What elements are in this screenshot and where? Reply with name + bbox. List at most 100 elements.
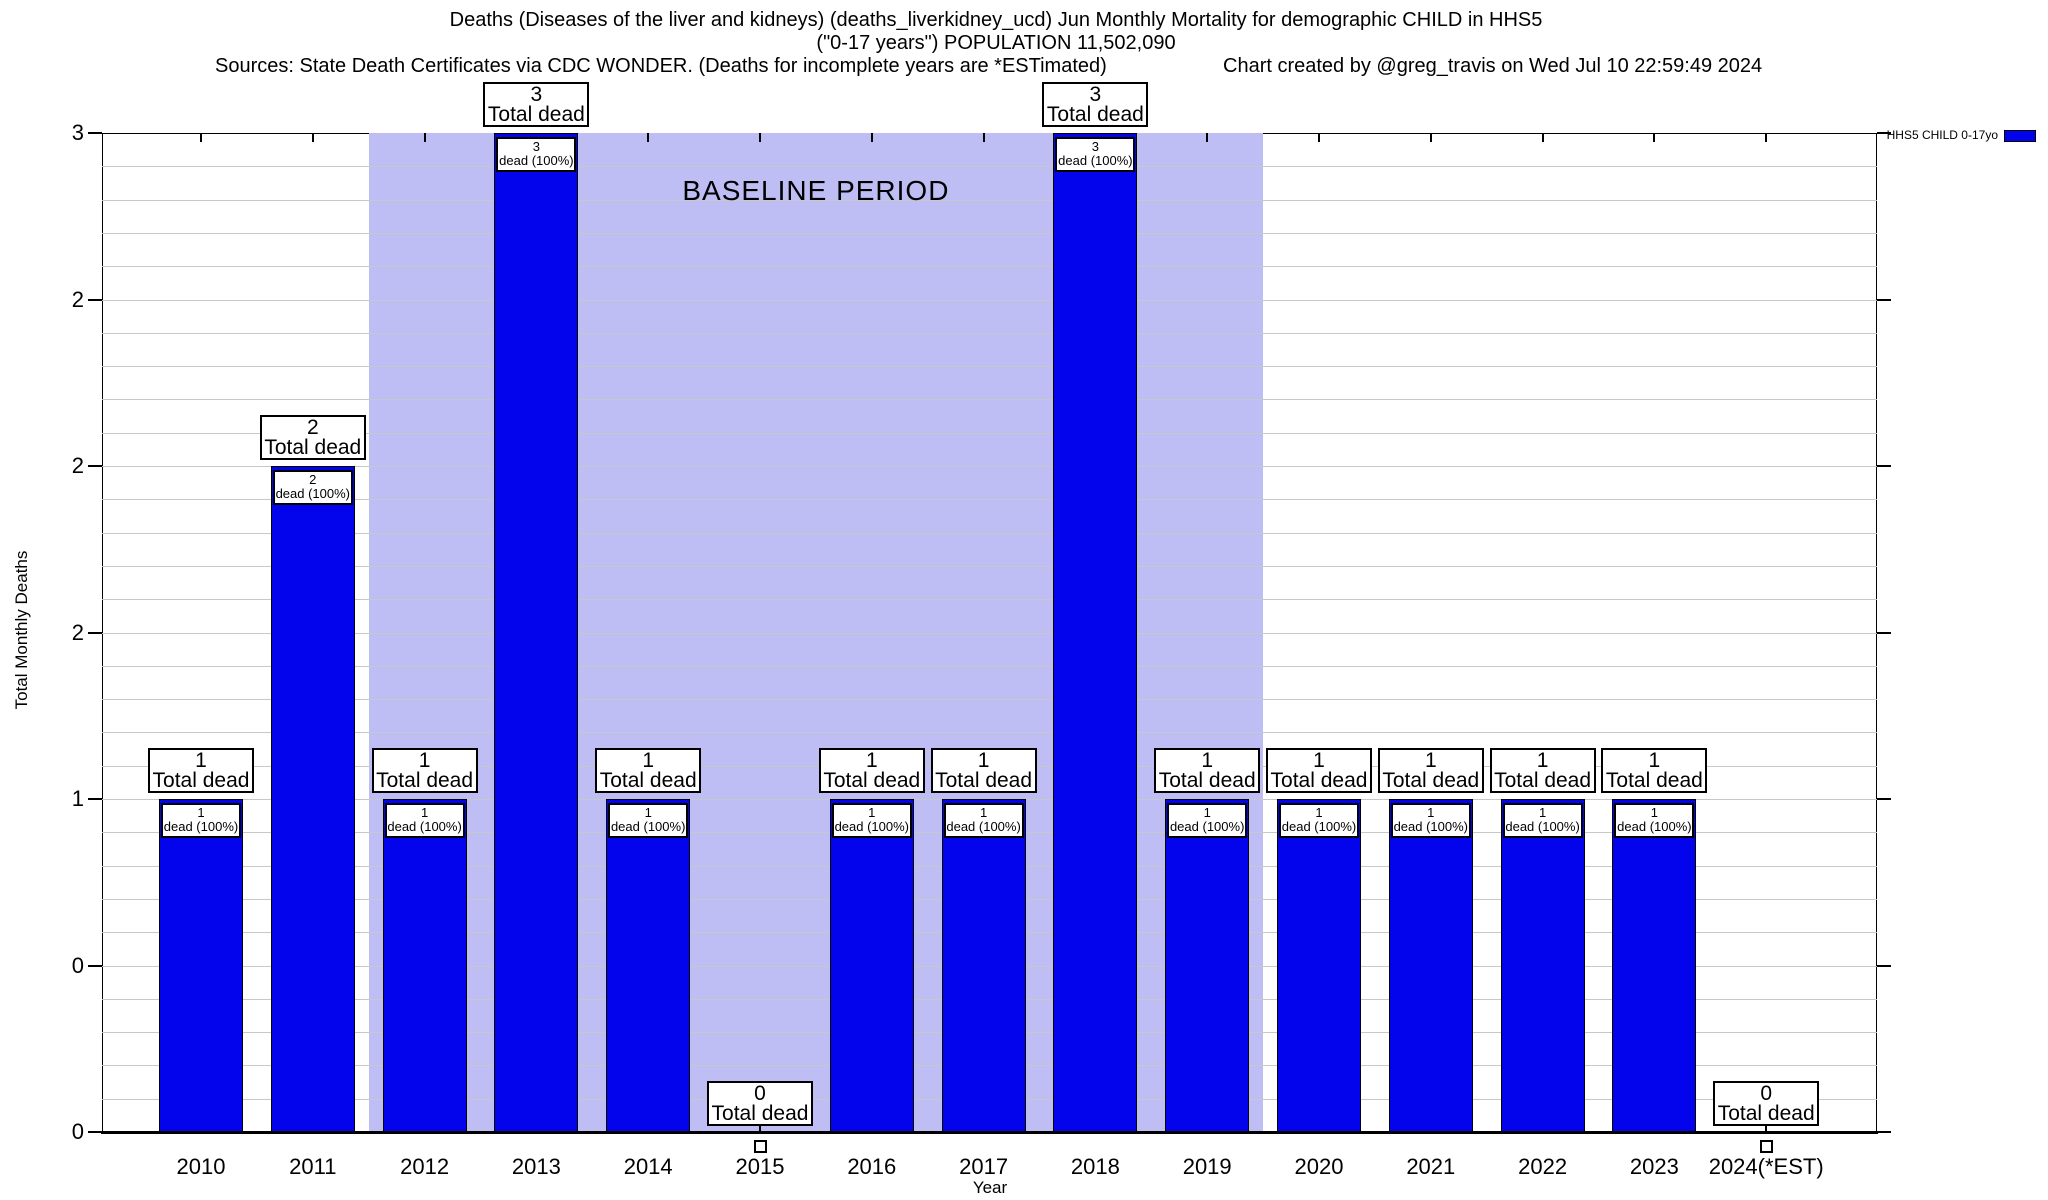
x-tick-top xyxy=(423,133,426,142)
gridline xyxy=(102,699,1877,701)
gridline xyxy=(102,665,1877,667)
y-tick-right xyxy=(1877,465,1891,467)
bar-2014: 1 dead (100%) xyxy=(606,799,691,1132)
x-tick-label-2024(*EST): 2024(*EST) xyxy=(1708,1154,1824,1179)
bar-inner-label-2020: 1 dead (100%) xyxy=(1279,803,1359,838)
x-tick-label-2016: 2016 xyxy=(847,1154,897,1179)
bar-2013: 3 dead (100%) xyxy=(494,133,579,1132)
bar-total-label-2019: 1 Total dead xyxy=(1154,748,1261,793)
gridline xyxy=(102,599,1877,601)
y-tick-left xyxy=(88,631,102,634)
gridline xyxy=(102,232,1877,234)
chart-title-line1: Deaths (Diseases of the liver and kidney… xyxy=(449,9,1543,31)
bar-2016: 1 dead (100%) xyxy=(829,799,914,1132)
gridline xyxy=(102,532,1877,534)
bar-inner-label-2016: 1 dead (100%) xyxy=(831,803,912,838)
gridline xyxy=(102,266,1877,268)
y-tick-left xyxy=(88,798,102,800)
y-tick-label: 2 xyxy=(71,619,84,645)
x-tick-label-2018: 2018 xyxy=(1070,1154,1120,1179)
bar-total-label-2011: 2 Total dead xyxy=(259,415,366,460)
x-tick-top xyxy=(1765,133,1768,142)
y-tick-right xyxy=(1877,964,1891,967)
x-tick-top xyxy=(759,133,761,142)
baseline-period-label: BASELINE PERIOD xyxy=(682,175,950,206)
bar-inner-label-2019: 1 dead (100%) xyxy=(1167,803,1248,838)
bar-inner-label-2010: 1 dead (100%) xyxy=(161,803,241,838)
y-tick-label: 0 xyxy=(71,1119,84,1144)
y-tick-label: 1 xyxy=(71,786,84,811)
x-tick-top xyxy=(1318,133,1320,142)
bar-inner-label-2021: 1 dead (100%) xyxy=(1390,803,1471,838)
bar-total-label-2017: 1 Total dead xyxy=(930,748,1037,793)
bar-inner-label-2017: 1 dead (100%) xyxy=(943,803,1024,838)
x-tick-label-2023: 2023 xyxy=(1629,1154,1679,1179)
x-tick-label-2015: 2015 xyxy=(735,1154,785,1179)
x-axis-title: Year xyxy=(972,1178,1008,1197)
bar-2019: 1 dead (100%) xyxy=(1165,799,1250,1132)
gridline xyxy=(102,366,1877,368)
bar-total-label-2023: 1 Total dead xyxy=(1601,748,1708,793)
legend-color-swatch xyxy=(2004,130,2036,142)
x-tick-label-2011: 2011 xyxy=(289,1154,337,1179)
bar-2012: 1 dead (100%) xyxy=(382,799,467,1132)
x-tick-top xyxy=(311,133,314,142)
bar-inner-label-2014: 1 dead (100%) xyxy=(608,803,689,838)
chart-credit-note: Chart created by @greg_travis on Wed Jul… xyxy=(1223,55,1763,77)
x-tick-top xyxy=(1653,133,1656,142)
bar-total-label-2021: 1 Total dead xyxy=(1377,748,1484,793)
y-tick-label: 0 xyxy=(71,952,84,978)
x-tick-label-2021: 2021 xyxy=(1406,1154,1456,1179)
gridline xyxy=(102,166,1877,168)
gridline xyxy=(102,466,1877,467)
bar-inner-label-2022: 1 dead (100%) xyxy=(1502,803,1583,838)
bar-2010: 1 dead (100%) xyxy=(159,799,243,1132)
bar-total-label-2015: 0 Total dead xyxy=(707,1081,813,1126)
x-tick-label-2020: 2020 xyxy=(1294,1154,1344,1179)
x-tick-label-2014: 2014 xyxy=(623,1154,673,1179)
y-tick-left xyxy=(88,132,102,134)
x-tick-label-2012: 2012 xyxy=(400,1154,450,1179)
x-tick-top xyxy=(200,133,202,142)
x-tick-label-2017: 2017 xyxy=(959,1154,1009,1179)
bar-inner-label-2013: 3 dead (100%) xyxy=(496,137,577,172)
zero-marker-2015 xyxy=(753,1140,767,1153)
zero-stem-2015 xyxy=(759,1126,761,1132)
y-tick-left xyxy=(88,964,102,967)
bar-inner-label-2012: 1 dead (100%) xyxy=(384,803,465,838)
x-tick-top xyxy=(1206,133,1209,142)
y-tick-right xyxy=(1877,798,1891,800)
x-tick-top xyxy=(1541,133,1544,142)
gridline xyxy=(102,632,1877,634)
bar-2018: 3 dead (100%) xyxy=(1053,133,1138,1132)
bar-total-label-2022: 1 Total dead xyxy=(1489,748,1596,793)
gridline xyxy=(102,499,1877,501)
y-tick-right xyxy=(1877,631,1891,634)
x-tick-label-2019: 2019 xyxy=(1182,1154,1232,1179)
gridline xyxy=(102,332,1877,334)
x-tick-label-2022: 2022 xyxy=(1518,1154,1568,1179)
y-tick-label: 3 xyxy=(71,120,84,145)
gridline xyxy=(102,565,1877,567)
x-tick-top xyxy=(870,133,873,142)
bar-inner-label-2023: 1 dead (100%) xyxy=(1614,803,1695,838)
x-axis-line xyxy=(101,1131,1878,1134)
bar-total-label-2018: 3 Total dead xyxy=(1042,82,1149,127)
bar-2023: 1 dead (100%) xyxy=(1612,799,1697,1132)
zero-marker-2024(*EST) xyxy=(1759,1140,1773,1153)
bar-total-label-2010: 1 Total dead xyxy=(148,748,254,793)
y-tick-right xyxy=(1877,132,1891,134)
bar-total-label-2012: 1 Total dead xyxy=(371,748,478,793)
bar-2020: 1 dead (100%) xyxy=(1277,799,1361,1132)
bar-total-label-2016: 1 Total dead xyxy=(818,748,925,793)
bar-2011: 2 dead (100%) xyxy=(270,466,355,1132)
gridline xyxy=(102,299,1877,301)
bar-inner-label-2018: 3 dead (100%) xyxy=(1055,137,1136,172)
y-tick-right xyxy=(1877,1131,1891,1133)
bar-2021: 1 dead (100%) xyxy=(1388,799,1473,1132)
x-tick-top xyxy=(1429,133,1432,142)
bar-total-label-2013: 3 Total dead xyxy=(483,82,590,127)
y-tick-label: 2 xyxy=(71,286,84,312)
x-tick-top xyxy=(647,133,650,142)
